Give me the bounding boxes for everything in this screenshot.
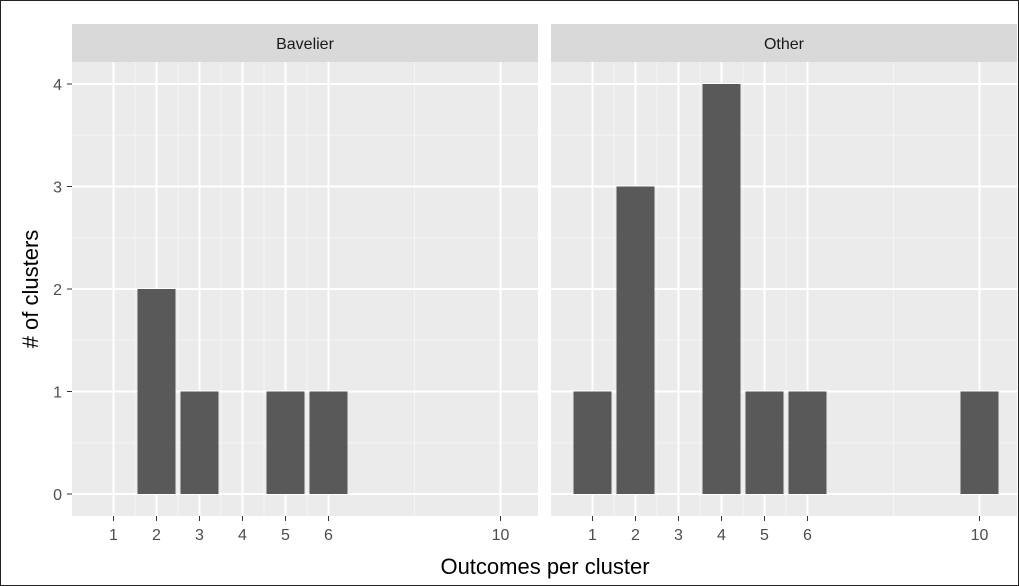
y-axis-title: # of clusters [18,230,43,349]
facet-strip [72,24,538,62]
x-tick-label: 5 [281,527,290,544]
facet-strip-label: Other [764,36,805,53]
x-tick-label: 4 [717,527,726,544]
x-tick-label: 1 [588,527,597,544]
x-tick-label: 3 [195,527,204,544]
bar [266,391,305,494]
x-tick-label: 10 [971,527,989,544]
x-tick-label: 5 [760,527,769,544]
facet-strip [551,24,1017,62]
y-tick-label: 4 [53,77,62,94]
x-tick-label: 2 [631,527,640,544]
x-tick-label: 3 [674,527,683,544]
y-tick-label: 1 [53,385,62,402]
bar [702,84,741,494]
bar [960,391,999,494]
bar [745,391,784,494]
x-axis-title: Outcomes per cluster [440,554,649,579]
bar [573,391,612,494]
facet-strip-label: Bavelier [276,36,334,53]
x-tick-label: 4 [238,527,247,544]
x-tick-label: 10 [492,527,510,544]
y-tick-label: 0 [53,487,62,504]
x-tick-label: 6 [803,527,812,544]
bar [137,289,176,494]
y-tick-label: 3 [53,180,62,197]
x-tick-label: 1 [109,527,118,544]
x-tick-label: 6 [324,527,333,544]
bar [309,391,348,494]
bar [180,391,219,494]
y-tick-label: 2 [53,282,62,299]
x-tick-label: 2 [152,527,161,544]
bar [788,391,827,494]
bar [616,186,655,494]
